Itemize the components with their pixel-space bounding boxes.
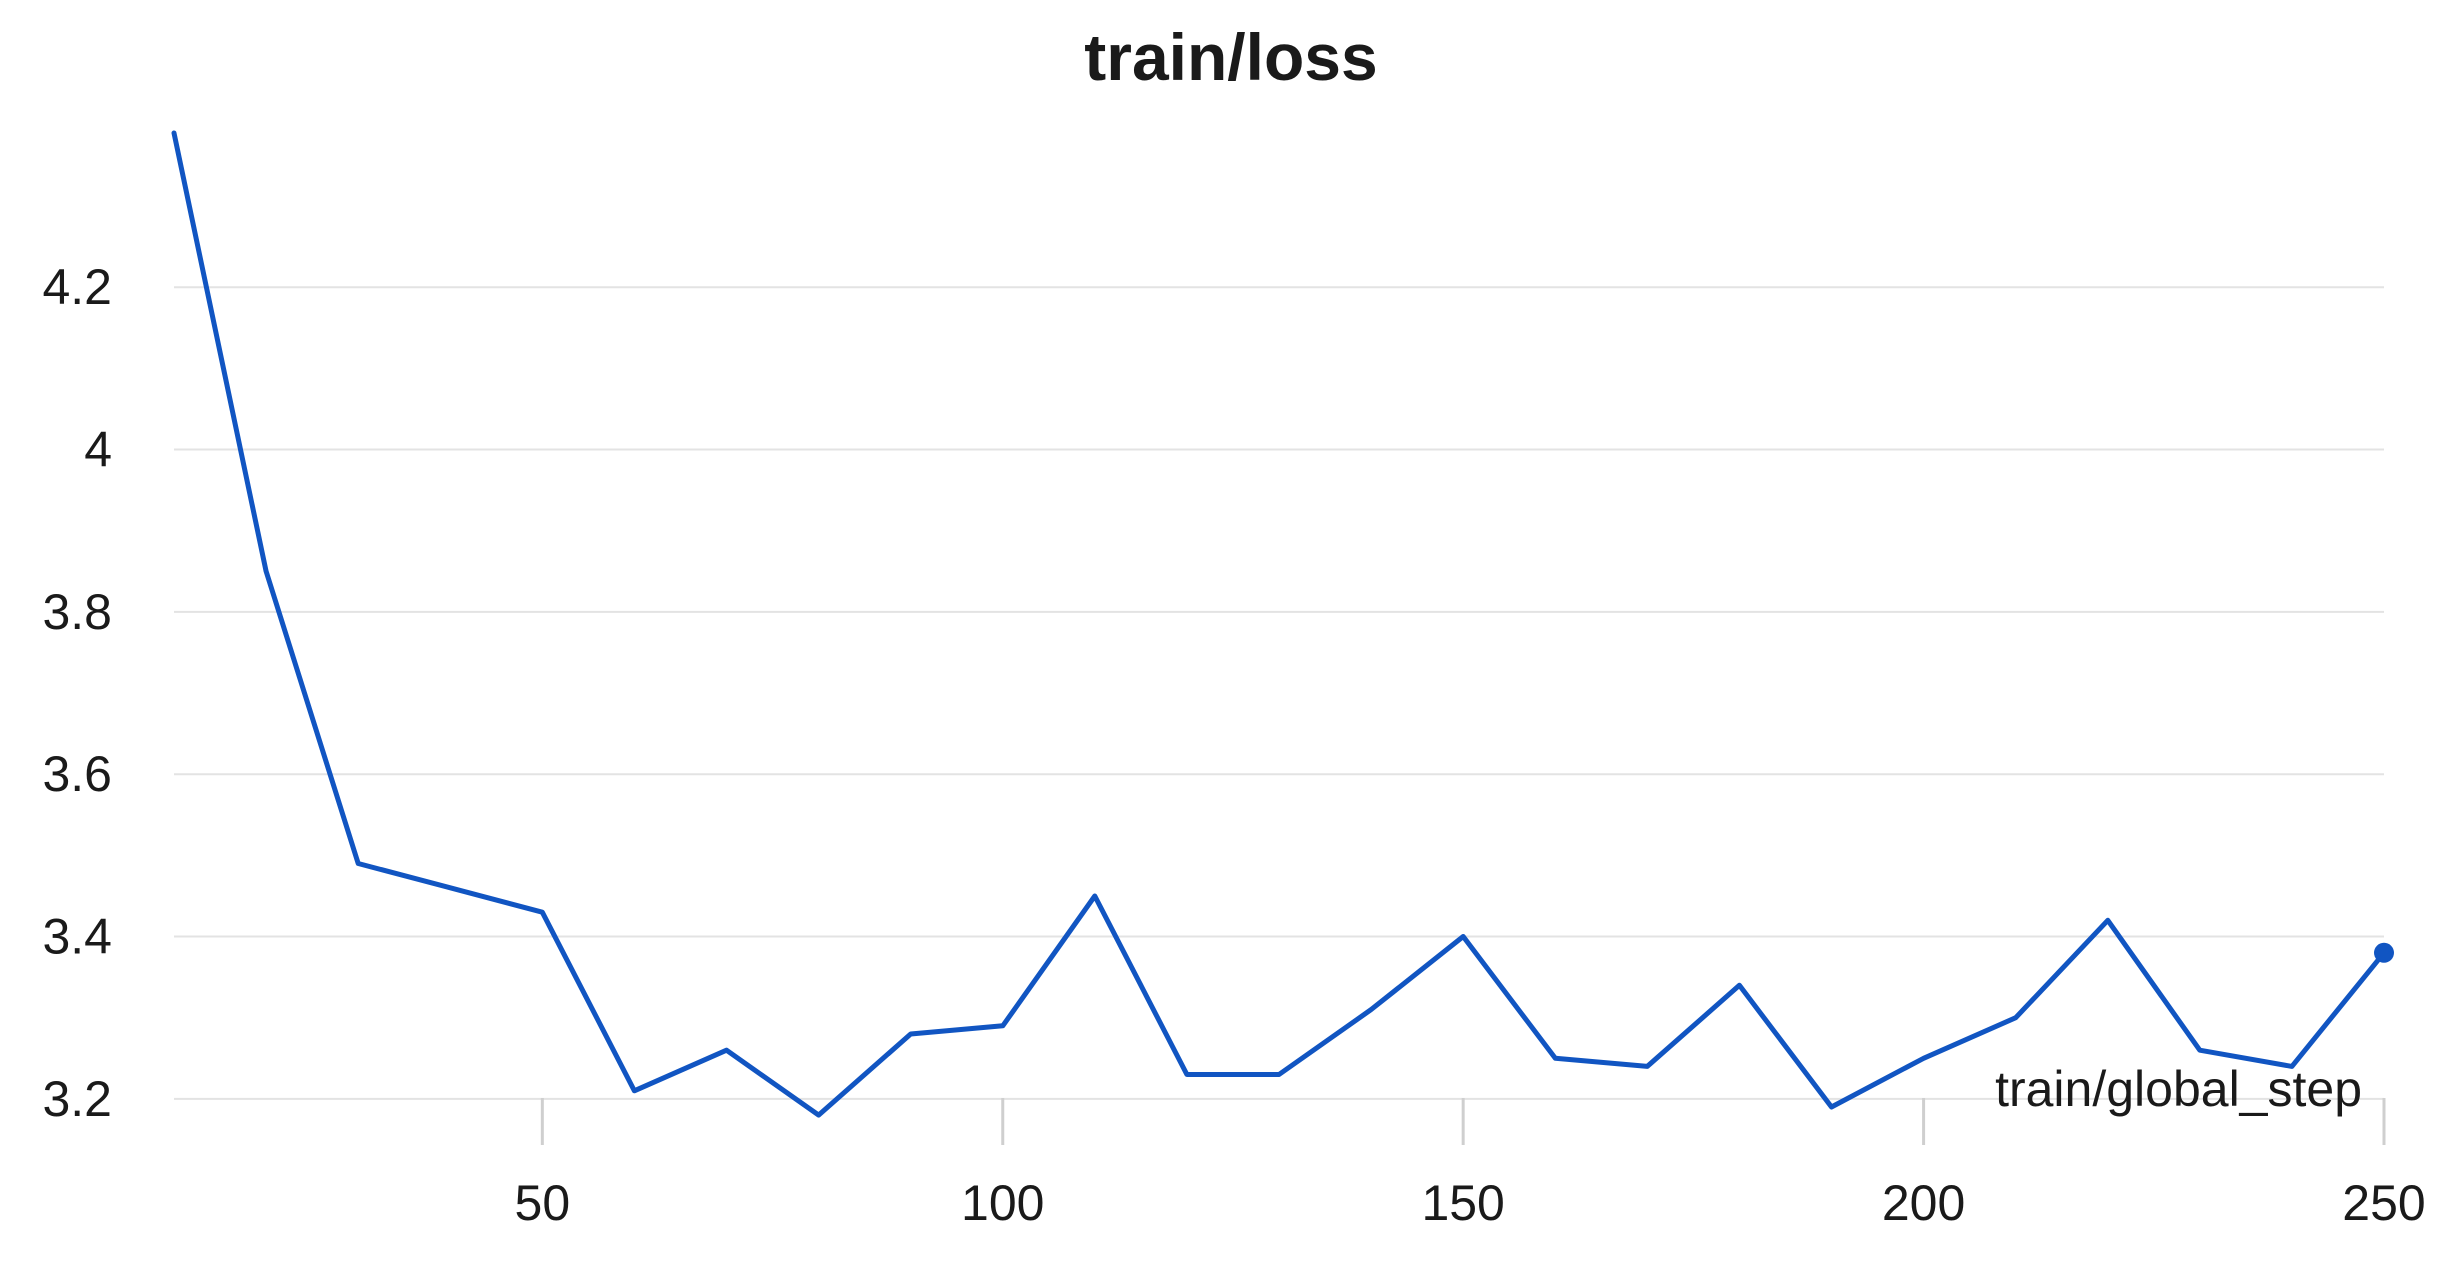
last-point-marker <box>2374 942 2394 963</box>
data-point <box>2012 1014 2020 1022</box>
data-point <box>2104 916 2112 924</box>
data-point <box>1183 1071 1191 1079</box>
data-point <box>1735 981 1743 989</box>
x-tick-label: 200 <box>1882 1175 1965 1231</box>
x-tick-label: 250 <box>2342 1175 2425 1231</box>
y-tick-label: 3.2 <box>42 1071 112 1127</box>
x-tick-label: 150 <box>1421 1175 1504 1231</box>
data-point <box>1828 1103 1836 1111</box>
data-point <box>630 1087 638 1095</box>
data-point <box>907 1030 915 1038</box>
data-point <box>1275 1071 1283 1079</box>
y-tick-label: 3.6 <box>42 746 112 802</box>
data-point <box>1643 1062 1651 1070</box>
data-point <box>1920 1054 1928 1062</box>
data-point <box>262 567 270 575</box>
x-tick-label: 100 <box>961 1175 1044 1231</box>
data-point <box>354 860 362 868</box>
data-point <box>446 884 454 892</box>
data-point <box>2196 1046 2204 1054</box>
y-tick-label: 3.8 <box>42 584 112 640</box>
data-point <box>1459 933 1467 941</box>
series-layer <box>170 129 2394 1119</box>
data-point <box>815 1111 823 1119</box>
data-point <box>1367 1006 1375 1014</box>
y-tick-label: 3.4 <box>42 909 112 965</box>
data-point <box>723 1046 731 1054</box>
y-tick-label: 4.2 <box>42 259 112 315</box>
y-tick-label: 4 <box>84 422 112 478</box>
data-point <box>170 129 178 137</box>
chart-title: train/loss <box>1084 20 1377 94</box>
x-tick-label: 50 <box>515 1175 571 1231</box>
x-axis-label: train/global_step <box>1995 1061 2362 1117</box>
loss-series-line <box>171 130 2387 1118</box>
axis-ticks: 3.2 3.4 3.6 3.8 4 4.2 50 100 150 200 250 <box>42 259 2425 1231</box>
gridlines <box>174 286 2384 1100</box>
data-point <box>538 908 546 916</box>
data-point <box>999 1022 1007 1030</box>
data-point <box>1091 892 1099 900</box>
data-point <box>1551 1054 1559 1062</box>
